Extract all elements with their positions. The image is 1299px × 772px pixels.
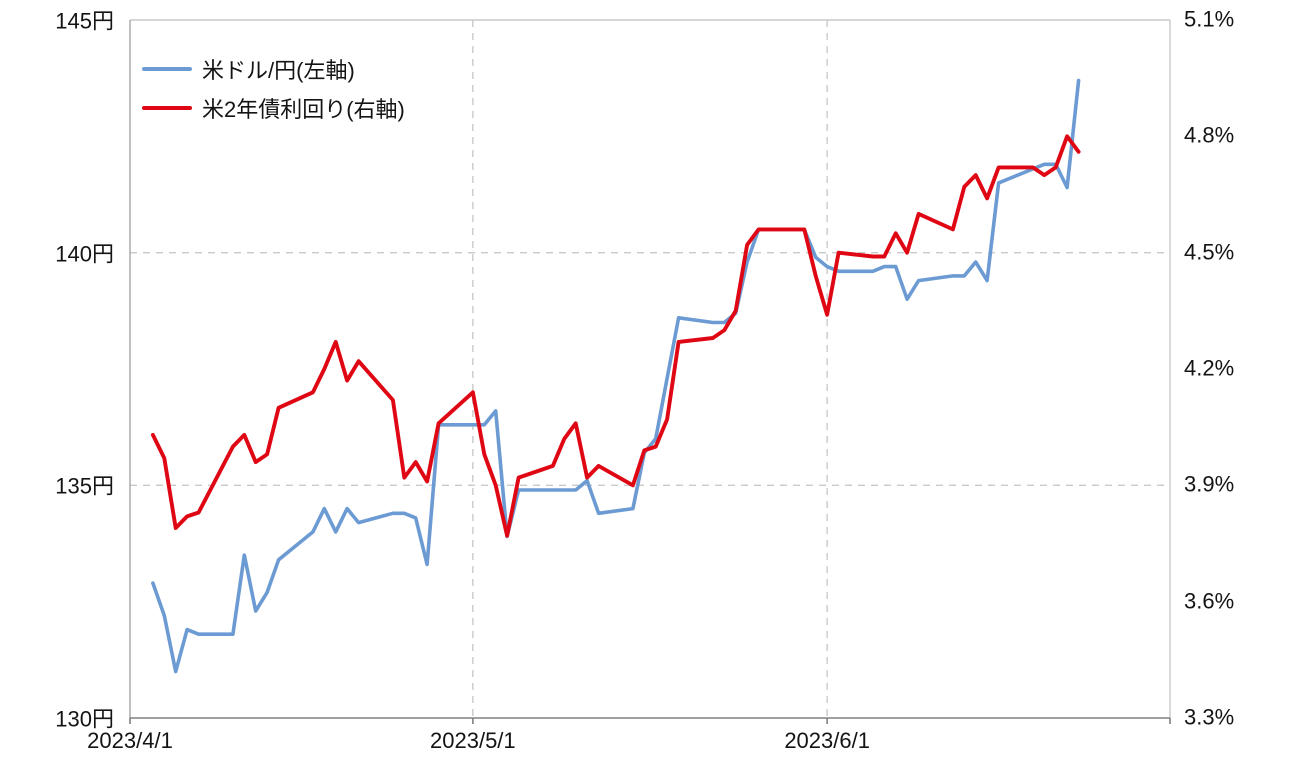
right-axis-tick-label: 4.2% bbox=[1184, 355, 1235, 381]
right-axis-tick-label: 4.8% bbox=[1184, 122, 1235, 148]
right-axis-tick-label: 5.1% bbox=[1184, 6, 1235, 32]
yield-line bbox=[150, 134, 1081, 538]
legend-item-yield: 米2年債利回り(右軸) bbox=[142, 91, 405, 124]
left-axis-tick-label: 130円 bbox=[55, 706, 114, 732]
x-axis-tick-label: 2023/4/1 bbox=[87, 728, 173, 753]
x-axis-tick-label: 2023/6/1 bbox=[784, 728, 870, 753]
left-axis-tick-label: 145円 bbox=[55, 8, 114, 34]
left-axis-tick-label: 135円 bbox=[55, 473, 114, 499]
right-axis-tick-label: 4.5% bbox=[1184, 239, 1235, 265]
legend-item-usdjpy: 米ドル/円(左軸) bbox=[142, 52, 405, 85]
right-axis-tick-label: 3.3% bbox=[1184, 704, 1235, 730]
usdjpy-line bbox=[151, 78, 1081, 674]
legend: 米ドル/円(左軸) 米2年債利回り(右軸) bbox=[142, 52, 405, 124]
legend-line-usdjpy-icon bbox=[142, 66, 192, 71]
right-axis-tick-label: 3.9% bbox=[1184, 471, 1235, 497]
x-axis-tick-label: 2023/5/1 bbox=[430, 728, 516, 753]
legend-label-usdjpy: 米ドル/円(左軸) bbox=[202, 57, 355, 83]
right-axis-tick-label: 3.6% bbox=[1184, 588, 1235, 614]
left-axis-tick-label: 140円 bbox=[55, 241, 114, 267]
legend-label-yield: 米2年債利回り(右軸) bbox=[202, 96, 405, 122]
legend-line-yield-icon bbox=[142, 105, 192, 110]
